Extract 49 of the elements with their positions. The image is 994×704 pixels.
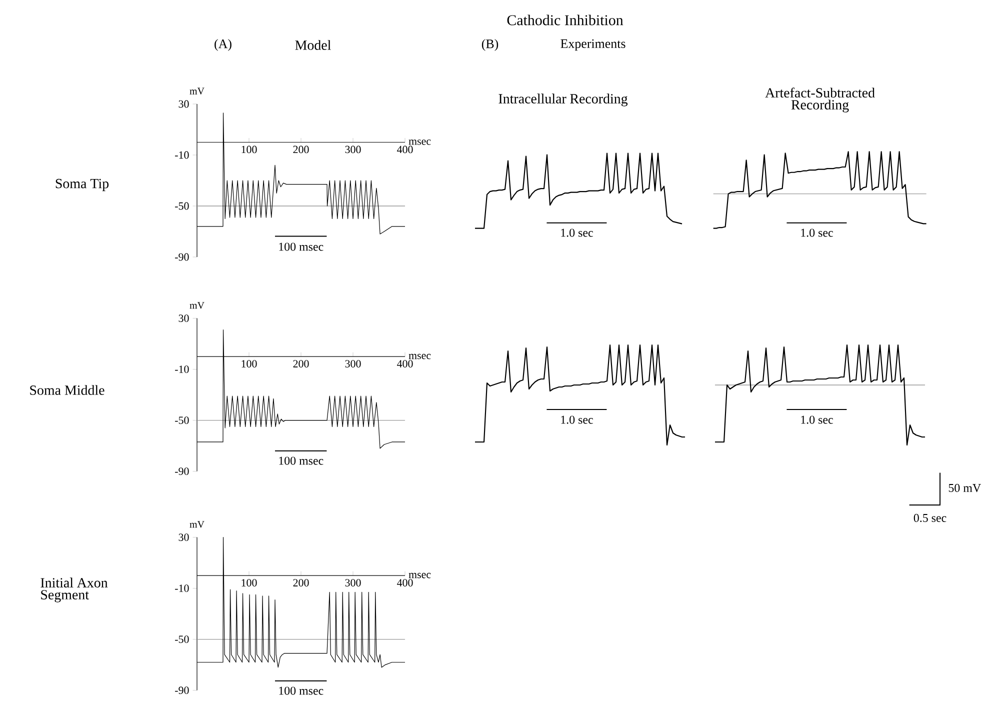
text: Soma Middle xyxy=(30,385,104,395)
text: 1.0 sec xyxy=(801,228,833,237)
x-tick-label: 400 xyxy=(397,146,413,154)
text: 50 mV xyxy=(948,484,981,492)
x-tick-label: 100 xyxy=(242,360,257,368)
y-tick-label: 30 xyxy=(178,314,189,322)
y-tick-label: -90 xyxy=(175,468,189,475)
x-tick-label: 300 xyxy=(345,579,361,586)
text: 0.5 sec xyxy=(914,514,946,522)
x-tick-label: 100 xyxy=(242,146,257,154)
chart-title: Intracellular Recording xyxy=(498,94,628,106)
y-tick-label: -10 xyxy=(175,151,189,159)
chart-title: Artefact-Subtracted Recording xyxy=(765,88,875,112)
text: (A) xyxy=(214,39,232,51)
annotation: 1.0 sec xyxy=(561,416,593,424)
y-tick-label: 30 xyxy=(178,534,189,541)
annotation: 100 msec xyxy=(279,686,324,695)
y-tick-label: -50 xyxy=(175,636,189,643)
text: Soma Tip xyxy=(56,178,109,192)
y-tick-label: -10 xyxy=(175,366,189,373)
y-axis-title: mV xyxy=(190,88,204,94)
y-tick-label: -90 xyxy=(175,253,189,261)
y-axis-title: mV xyxy=(190,302,204,309)
x-axis-title: msec xyxy=(408,572,431,578)
text: Experiments xyxy=(560,39,626,51)
x-tick-label: 300 xyxy=(345,360,361,368)
x-tick-label: 400 xyxy=(397,579,413,586)
x-tick-label: 200 xyxy=(293,146,309,154)
annotation: 100 msec xyxy=(279,242,324,251)
y-tick-label: -50 xyxy=(175,416,189,424)
x-tick-label: 400 xyxy=(397,360,413,368)
x-axis-title: msec xyxy=(408,140,431,145)
text: Cathodic Inhibition xyxy=(507,14,624,26)
x-axis-title: msec xyxy=(408,354,431,360)
x-tick-label: 300 xyxy=(345,146,361,154)
text: (B) xyxy=(482,39,498,51)
text: 1.0 sec xyxy=(561,228,593,237)
y-axis-title: mV xyxy=(190,521,204,528)
y-tick-label: -10 xyxy=(175,584,189,592)
y-tick-label: -90 xyxy=(175,686,189,694)
chart-title: Model xyxy=(295,40,331,50)
text: Initial Axon Segment xyxy=(40,578,108,602)
x-tick-label: 100 xyxy=(242,579,257,586)
annotation: 100 msec xyxy=(279,456,324,465)
annotation: 1.0 sec xyxy=(801,416,833,424)
x-tick-label: 200 xyxy=(293,360,309,368)
y-tick-label: 30 xyxy=(178,100,189,108)
x-tick-label: 200 xyxy=(293,579,309,586)
y-tick-label: -50 xyxy=(175,202,189,210)
